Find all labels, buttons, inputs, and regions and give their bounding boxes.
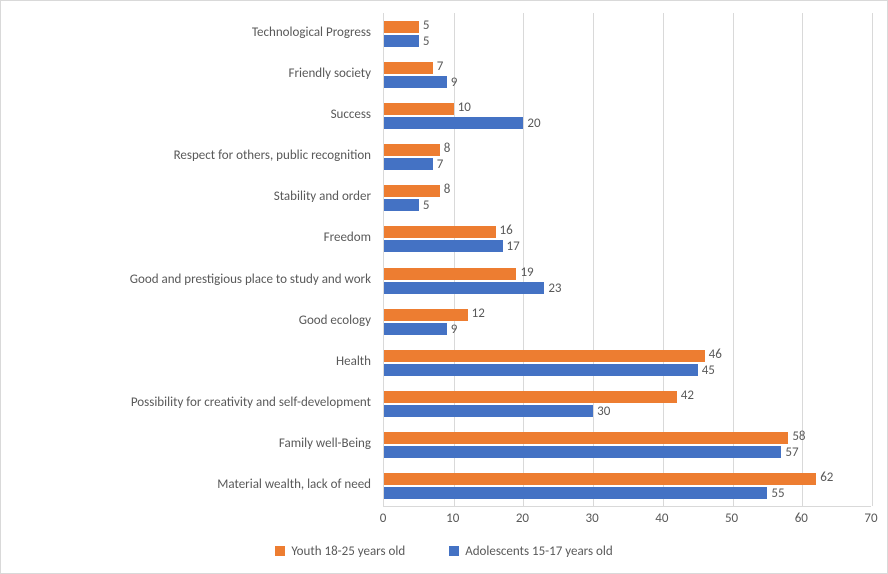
x-tick: 10 — [446, 511, 459, 526]
category-axis-labels: Technological Progress Friendly society Su… — [1, 13, 377, 507]
bar-youth: 46 — [384, 350, 705, 362]
bar-value-label: 7 — [433, 59, 444, 74]
bar-value-label: 55 — [767, 486, 784, 501]
x-tick: 20 — [516, 511, 529, 526]
category-label: Friendly society — [5, 66, 377, 81]
category-label: Health — [5, 354, 377, 369]
x-axis: 010203040506070 — [383, 509, 871, 529]
bar-youth: 10 — [384, 103, 454, 115]
bar-value-label: 57 — [781, 445, 798, 460]
legend-swatch-adolescents — [449, 546, 459, 556]
bar-value-label: 9 — [447, 75, 458, 90]
category-label: Possibility for creativity and self-deve… — [5, 395, 377, 410]
bar-youth: 16 — [384, 226, 496, 238]
bar-youth: 58 — [384, 432, 788, 444]
legend: Youth 18-25 years old Adolescents 15-17 … — [15, 537, 873, 565]
category-label: Good ecology — [5, 313, 377, 328]
bar-value-label: 17 — [503, 239, 520, 254]
x-tick: 70 — [864, 511, 877, 526]
bar-value-label: 30 — [593, 404, 610, 419]
bar-youth: 42 — [384, 391, 677, 403]
category-label: Freedom — [5, 230, 377, 245]
category-label: Respect for others, public recognition — [5, 148, 377, 163]
bar-youth: 8 — [384, 185, 440, 197]
category-label: Technological Progress — [5, 25, 377, 40]
bar-value-label: 5 — [419, 34, 430, 49]
legend-item-adolescents: Adolescents 15-17 years old — [449, 544, 613, 559]
bar-value-label: 8 — [440, 141, 451, 156]
category-label: Success — [5, 107, 377, 122]
x-tick: 60 — [795, 511, 808, 526]
bar-value-label: 20 — [523, 116, 540, 131]
bar-adolescents: 55 — [384, 487, 767, 499]
bar-adolescents: 45 — [384, 364, 698, 376]
category-label: Material wealth, lack of need — [5, 477, 377, 492]
bar-value-label: 8 — [440, 182, 451, 197]
category-label: Stability and order — [5, 189, 377, 204]
bar-adolescents: 7 — [384, 158, 433, 170]
x-tick: 50 — [725, 511, 738, 526]
bar-value-label: 5 — [419, 198, 430, 213]
bar-adolescents: 5 — [384, 35, 419, 47]
bar-value-label: 46 — [705, 347, 722, 362]
plot-area: 557910208785161719231294645423058576255 — [383, 13, 871, 507]
bar-adolescents: 9 — [384, 323, 447, 335]
bar-adolescents: 30 — [384, 405, 593, 417]
bar-value-label: 23 — [544, 281, 561, 296]
bar-value-label: 45 — [698, 363, 715, 378]
bar-value-label: 9 — [447, 322, 458, 337]
category-label: Good and prestigious place to study and … — [5, 272, 377, 287]
bar-youth: 62 — [384, 473, 816, 485]
bar-youth: 12 — [384, 309, 468, 321]
bar-youth: 8 — [384, 144, 440, 156]
legend-label-youth: Youth 18-25 years old — [291, 544, 405, 559]
bar-adolescents: 23 — [384, 282, 544, 294]
bar-adolescents: 9 — [384, 76, 447, 88]
bar-value-label: 19 — [516, 265, 533, 280]
bar-value-label: 16 — [496, 223, 513, 238]
bar-youth: 7 — [384, 62, 433, 74]
bar-value-label: 58 — [788, 429, 805, 444]
x-tick: 0 — [380, 511, 387, 526]
legend-item-youth: Youth 18-25 years old — [275, 544, 405, 559]
x-tick: 40 — [655, 511, 668, 526]
bar-value-label: 7 — [433, 157, 444, 172]
bar-youth: 19 — [384, 268, 516, 280]
bar-adolescents: 17 — [384, 240, 503, 252]
category-label: Family well-Being — [5, 436, 377, 451]
bar-youth: 5 — [384, 21, 419, 33]
bar-adolescents: 5 — [384, 199, 419, 211]
bars-layer: 557910208785161719231294645423058576255 — [384, 13, 871, 506]
bar-value-label: 10 — [454, 100, 471, 115]
bar-value-label: 5 — [419, 18, 430, 33]
gridline — [872, 13, 873, 506]
legend-label-adolescents: Adolescents 15-17 years old — [465, 544, 613, 559]
bar-value-label: 12 — [468, 306, 485, 321]
bar-value-label: 62 — [816, 470, 833, 485]
bar-value-label: 42 — [677, 388, 694, 403]
chart-frame: Technological Progress Friendly society Su… — [0, 0, 888, 574]
bar-adolescents: 57 — [384, 446, 781, 458]
legend-swatch-youth — [275, 546, 285, 556]
x-tick: 30 — [586, 511, 599, 526]
bar-adolescents: 20 — [384, 117, 523, 129]
